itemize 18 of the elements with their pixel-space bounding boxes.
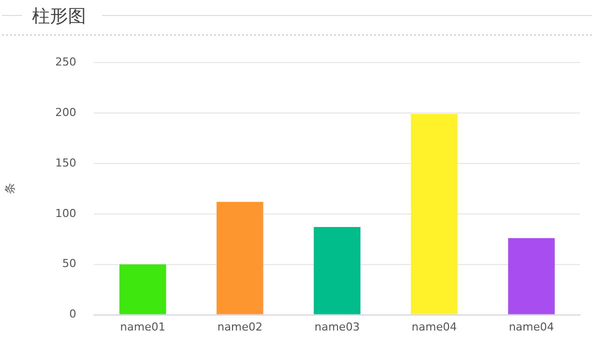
bar bbox=[216, 202, 264, 314]
bar bbox=[314, 227, 360, 314]
x-tick-label: name04 bbox=[508, 320, 554, 334]
y-tick-label: 0 bbox=[69, 308, 76, 321]
bar bbox=[508, 238, 555, 314]
y-tick-label: 50 bbox=[62, 257, 76, 270]
x-tick-label: name01 bbox=[120, 320, 166, 334]
y-tick-label: 100 bbox=[55, 206, 76, 220]
x-tick-label: name03 bbox=[314, 320, 360, 334]
y-tick-label: 200 bbox=[55, 106, 76, 119]
chart-title: 柱形图 bbox=[32, 5, 86, 28]
y-axis-title: 条 bbox=[3, 183, 16, 194]
x-tick-label: name04 bbox=[412, 320, 457, 334]
y-tick-label: 150 bbox=[55, 156, 76, 170]
y-tick-label: 250 bbox=[55, 55, 76, 68]
x-tick-label: name02 bbox=[217, 320, 263, 334]
bar bbox=[410, 114, 458, 314]
bar bbox=[119, 264, 166, 314]
